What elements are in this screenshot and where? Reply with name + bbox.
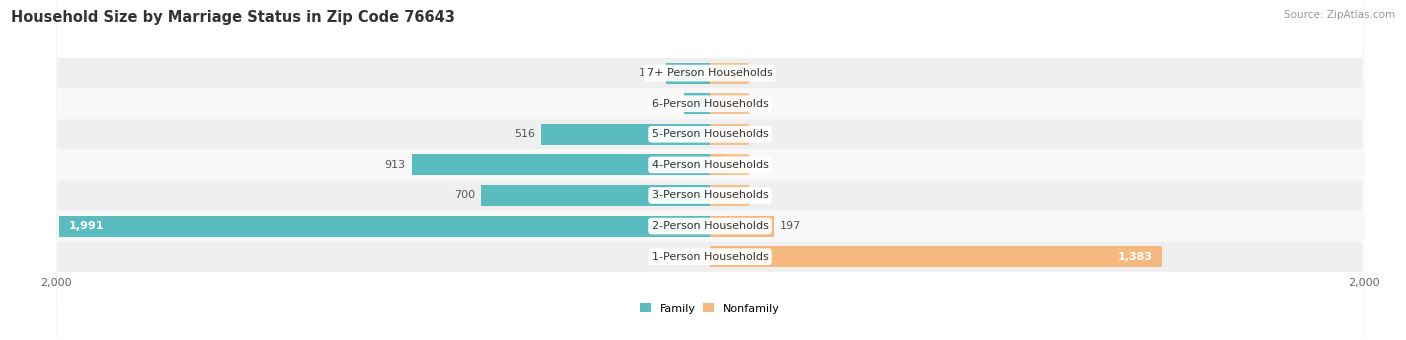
Text: 0: 0 <box>755 99 762 109</box>
Bar <box>710 63 749 84</box>
Bar <box>665 63 710 84</box>
Bar <box>710 216 749 237</box>
Bar <box>541 124 710 145</box>
Text: 136: 136 <box>638 68 659 78</box>
Text: 5-Person Households: 5-Person Households <box>651 129 769 139</box>
FancyBboxPatch shape <box>56 27 1364 340</box>
Bar <box>710 154 723 175</box>
Text: 700: 700 <box>454 190 475 201</box>
FancyBboxPatch shape <box>56 88 1364 340</box>
Text: 0: 0 <box>755 68 762 78</box>
Bar <box>710 154 749 175</box>
Text: 80: 80 <box>664 99 678 109</box>
Bar <box>710 246 749 267</box>
Text: 1,383: 1,383 <box>1118 252 1153 262</box>
Text: 39: 39 <box>728 160 742 170</box>
FancyBboxPatch shape <box>56 0 1364 241</box>
Text: 1,991: 1,991 <box>69 221 104 231</box>
Text: 197: 197 <box>780 221 801 231</box>
Bar <box>412 154 710 175</box>
FancyBboxPatch shape <box>56 0 1364 303</box>
Bar <box>481 185 710 206</box>
Text: 2-Person Households: 2-Person Households <box>651 221 769 231</box>
Legend: Family, Nonfamily: Family, Nonfamily <box>640 304 780 313</box>
Bar <box>683 93 710 114</box>
Bar <box>710 216 775 237</box>
Text: 0: 0 <box>755 190 762 201</box>
Text: 0: 0 <box>755 129 762 139</box>
Text: Source: ZipAtlas.com: Source: ZipAtlas.com <box>1284 10 1395 20</box>
Text: 3-Person Households: 3-Person Households <box>651 190 769 201</box>
Text: Household Size by Marriage Status in Zip Code 76643: Household Size by Marriage Status in Zip… <box>11 10 456 25</box>
Text: 4-Person Households: 4-Person Households <box>651 160 769 170</box>
Bar <box>59 216 710 237</box>
Bar <box>710 93 749 114</box>
Text: 516: 516 <box>515 129 536 139</box>
Bar <box>710 124 749 145</box>
Text: 1-Person Households: 1-Person Households <box>651 252 769 262</box>
Text: 6-Person Households: 6-Person Households <box>651 99 769 109</box>
FancyBboxPatch shape <box>56 58 1364 340</box>
FancyBboxPatch shape <box>56 0 1364 272</box>
Bar <box>710 185 749 206</box>
Bar <box>710 246 1163 267</box>
Text: 7+ Person Households: 7+ Person Households <box>647 68 773 78</box>
FancyBboxPatch shape <box>56 0 1364 333</box>
Text: 913: 913 <box>385 160 406 170</box>
